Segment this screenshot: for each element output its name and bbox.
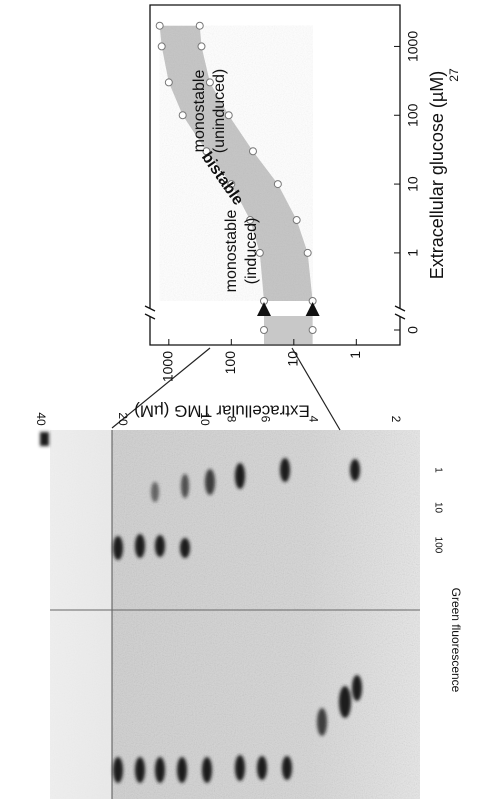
region-label: monostable [223,210,240,293]
cell-blob [235,755,245,781]
cell-blob [350,459,360,481]
cell-blob [151,482,159,502]
cell-blob [202,757,212,783]
cell-blob [40,432,49,446]
x-tick-label: 0 [405,326,421,334]
fluorescence-tick-label: 100 [432,537,443,554]
cell-blob [155,535,165,557]
threshold-point [273,180,282,189]
threshold-point [178,111,187,120]
cell-blob [180,538,190,558]
region-label: (induced) [243,218,260,285]
threshold-point [308,326,317,334]
y-tick-label: 1 [347,351,363,359]
threshold-arrow [305,302,320,316]
threshold-point [157,42,166,51]
threshold-point [292,216,301,225]
fluorescence-title: Green fluorescence [449,588,463,693]
region-label: monostable [191,70,208,153]
connector-line [111,347,211,429]
threshold-point [205,78,214,87]
threshold-point [255,248,264,257]
threshold-point [303,248,312,257]
axis-break [144,305,156,320]
x-tick-label: 1 [405,249,421,257]
threshold-point [227,180,236,189]
bistable-texture [159,25,313,301]
x-tick-label: 100 [405,103,421,127]
threshold-point [202,147,211,156]
page-number: 27 [447,68,461,82]
cell-blob [282,756,292,780]
cell-populations [40,432,362,783]
threshold-point [197,42,206,51]
threshold-point [195,21,204,30]
region-label: (uninduced) [211,69,228,154]
cell-blob [113,757,123,783]
panel-light-band [50,430,112,799]
cell-blob [317,708,327,736]
x-tick-label: 10 [405,176,421,192]
threshold-point [259,326,268,334]
tmg-level-label: 4 [307,416,321,423]
threshold-arrow [256,302,271,316]
fluorescence-tick-label: 10 [432,502,443,514]
cell-blob [177,757,187,783]
cell-blob [135,757,145,783]
cell-blob [135,534,145,558]
threshold-point [248,147,257,156]
tmg-level-label: 8 [225,416,239,423]
cell-blob [205,469,215,495]
y-tick-label: 1000 [160,351,176,382]
x-tick-label: 1000 [405,31,421,62]
threshold-point [164,78,173,87]
cell-blob [181,474,189,498]
cell-blob [352,675,362,701]
cell-blob [235,463,245,489]
threshold-point [224,111,233,120]
connector-line [291,347,341,431]
x-axis-title: Extracellular glucose (µM) [427,71,447,279]
y-tick-label: 100 [222,351,238,375]
rotated-figure: 0 1 10 100 1000 1 10 100 1000 Extracellular gluco… [34,4,463,693]
y-tick-label: 10 [285,351,301,367]
axis-break [394,305,406,320]
tmg-level-label: 20 [116,412,130,426]
tmg-level-label: 10 [198,412,212,426]
tmg-level-label: 40 [34,412,48,426]
cell-blob [280,458,290,482]
tmg-level-label: 2 [389,416,403,423]
fluorescence-tick-label: 1 [432,467,443,473]
cell-blob [113,536,123,560]
flow-panel [40,430,420,799]
threshold-point [246,216,255,225]
zero-glucose-band [263,316,313,344]
cell-blob [339,686,351,718]
cell-blob [155,757,165,783]
cell-blob [257,756,267,780]
threshold-point [155,21,164,30]
flow-y-title: Extracellular TMG (µM) [134,402,310,421]
plot-frame [149,4,401,308]
tmg-level-label: 6 [259,416,273,423]
